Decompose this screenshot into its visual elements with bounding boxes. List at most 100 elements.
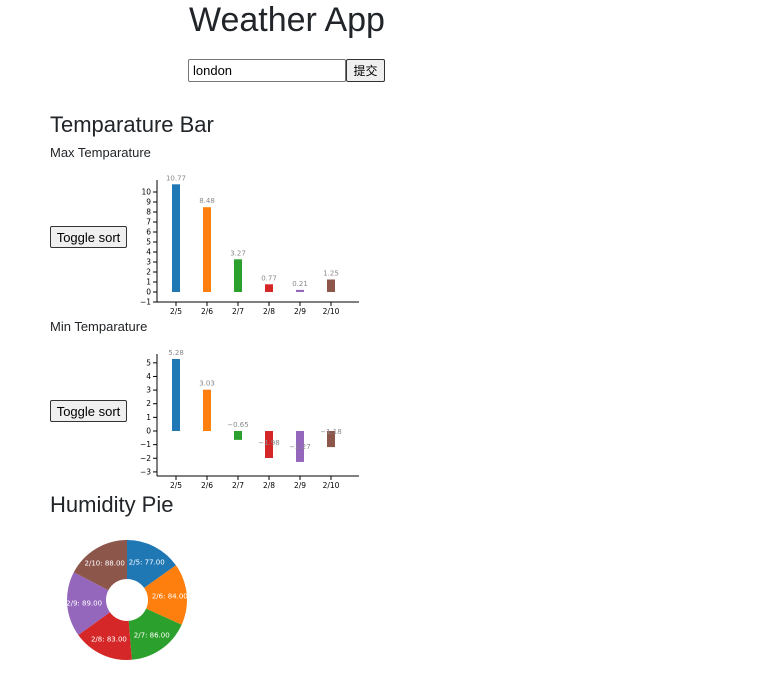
max-temp-x-tick: 2/9 — [294, 302, 306, 316]
max-temp-y-tick: 2 — [146, 268, 157, 277]
max-temp-y-tick-label: 2 — [146, 268, 151, 277]
max-temp-x-tick-label: 2/5 — [170, 307, 182, 316]
toggle-sort-max-button[interactable]: Toggle sort — [50, 226, 127, 248]
min-temp-bar-value-label: 5.28 — [168, 349, 184, 357]
min-temp-bar-value-label: 3.03 — [199, 380, 215, 388]
max-temp-x-tick-label: 2/10 — [323, 307, 340, 316]
min-temp-y-axis: −3 −2 −1 0 1 2 3 4 5 — [140, 354, 158, 476]
max-temp-x-tick-label: 2/9 — [294, 307, 306, 316]
min-temp-y-tick-label: −2 — [140, 454, 151, 463]
humidity-pie-slice — [128, 608, 182, 660]
humidity-pie-slice — [67, 572, 110, 635]
max-temp-y-tick-label: 4 — [146, 248, 151, 257]
humidity-pie-slice — [73, 540, 127, 591]
max-temp-bar — [296, 289, 304, 292]
min-temp-bar-value-label: −2.27 — [289, 443, 310, 451]
max-temp-x-axis: 2/5 2/6 2/7 2/8 2/9 2/10 — [157, 301, 359, 316]
min-temp-y-tick: −1 — [140, 440, 157, 449]
max-temp-bar-value-label: 0.77 — [261, 274, 277, 282]
humidity-pie-slice-label: 2/8: 83.00 — [91, 636, 127, 644]
humidity-pie-slice — [78, 612, 132, 660]
humidity-pie-slice-label: 2/10: 88.00 — [85, 560, 125, 568]
max-temp-y-tick: 1 — [146, 278, 157, 287]
min-temp-x-tick: 2/9 — [294, 476, 306, 490]
max-temp-bar-value-label: 0.21 — [292, 280, 308, 288]
humidity-pie-slice-label: 2/5: 77.00 — [129, 558, 165, 566]
max-temp-x-tick: 2/6 — [201, 302, 213, 316]
min-temp-y-tick-label: −1 — [140, 440, 151, 449]
min-temp-y-tick: 5 — [146, 358, 157, 367]
max-temp-y-tick-label: 10 — [141, 188, 151, 197]
min-temp-y-tick-label: 0 — [146, 427, 151, 436]
max-temp-y-tick: 0 — [146, 288, 157, 297]
max-temp-y-tick-label: 5 — [146, 238, 151, 247]
max-temp-y-tick-label: 9 — [146, 198, 151, 207]
max-temperature-label: Max Temparature — [50, 145, 151, 160]
max-temp-bar — [234, 259, 242, 292]
max-temp-x-tick: 2/7 — [232, 302, 244, 316]
max-temp-y-tick: −1 — [140, 298, 157, 307]
min-temp-y-tick-label: 1 — [146, 413, 151, 422]
city-search-input[interactable] — [188, 59, 346, 82]
max-temp-bar-value-label: 10.77 — [166, 174, 186, 182]
min-temp-x-tick: 2/6 — [201, 476, 213, 490]
submit-button[interactable]: 提交 — [346, 59, 385, 82]
max-temp-x-tick-label: 2/7 — [232, 307, 244, 316]
min-temp-x-tick: 2/8 — [263, 476, 275, 490]
max-temp-y-tick: 10 — [141, 188, 157, 197]
max-temp-y-tick: 3 — [146, 258, 157, 267]
humidity-pie-chart: 2/5: 77.00 2/6: 84.00 2/7: 86.00 2/8: 83.00… — [66, 540, 188, 660]
min-temp-bar-value-label: −0.65 — [227, 421, 248, 429]
min-temp-y-tick: 4 — [146, 372, 157, 381]
temperature-section-title: Temparature Bar — [50, 112, 214, 137]
min-temp-bar — [327, 431, 335, 448]
min-temp-bar — [265, 431, 273, 458]
max-temp-y-tick: 8 — [146, 208, 157, 217]
min-temperature-chart: −3 −2 −1 0 1 2 3 4 5 2/5 2/6 2/7 2/8 2/9 2/10 5.28 3.03 −… — [140, 349, 359, 490]
max-temp-x-tick-label: 2/8 — [263, 307, 275, 316]
max-temp-y-tick: 7 — [146, 218, 157, 227]
humidity-pie-slice — [127, 540, 176, 588]
min-temp-x-tick-label: 2/6 — [201, 481, 213, 490]
min-temp-y-tick-label: 5 — [146, 358, 151, 367]
max-temp-bar — [327, 279, 335, 292]
max-temp-x-tick: 2/10 — [323, 302, 340, 316]
max-temp-y-tick-label: 0 — [146, 288, 151, 297]
min-temp-x-tick-label: 2/8 — [263, 481, 275, 490]
min-temp-y-tick: 0 — [146, 427, 157, 436]
min-temp-x-tick-label: 2/5 — [170, 481, 182, 490]
max-temp-y-tick: 4 — [146, 248, 157, 257]
max-temp-y-tick-label: 6 — [146, 228, 151, 237]
toggle-sort-min-button[interactable]: Toggle sort — [50, 400, 127, 422]
min-temp-y-tick-label: 3 — [146, 386, 151, 395]
max-temp-y-tick-label: −1 — [140, 298, 151, 307]
min-temp-bar — [234, 431, 242, 440]
min-temp-y-tick: −2 — [140, 454, 157, 463]
min-temp-bar — [203, 389, 211, 431]
max-temp-bar — [265, 284, 273, 292]
max-temp-bar-value-label: 8.48 — [199, 197, 215, 205]
max-temp-x-tick: 2/8 — [263, 302, 275, 316]
humidity-pie-slice — [144, 565, 187, 625]
max-temp-y-tick-label: 3 — [146, 258, 151, 267]
min-temp-x-tick: 2/7 — [232, 476, 244, 490]
min-temp-bar — [296, 431, 304, 462]
max-temp-bar-value-label: 3.27 — [230, 249, 246, 257]
max-temp-y-tick-label: 8 — [146, 208, 151, 217]
min-temp-y-tick-label: 2 — [146, 399, 151, 408]
humidity-pie-slice-label: 2/6: 84.00 — [152, 592, 188, 600]
humidity-pie-slice-label: 2/7: 86.00 — [134, 632, 170, 640]
min-temp-y-tick-label: 4 — [146, 372, 151, 381]
max-temp-bar — [172, 184, 180, 292]
min-temp-y-tick: 1 — [146, 413, 157, 422]
app-title: Weather App — [189, 1, 385, 39]
min-temp-x-axis: 2/5 2/6 2/7 2/8 2/9 2/10 — [157, 475, 359, 490]
min-temp-x-tick: 2/5 — [170, 476, 182, 490]
min-temp-x-tick-label: 2/7 — [232, 481, 244, 490]
max-temp-y-tick: 5 — [146, 238, 157, 247]
min-temp-y-tick: 2 — [146, 399, 157, 408]
min-temp-x-tick-label: 2/10 — [323, 481, 340, 490]
max-temp-y-tick-label: 1 — [146, 278, 151, 287]
